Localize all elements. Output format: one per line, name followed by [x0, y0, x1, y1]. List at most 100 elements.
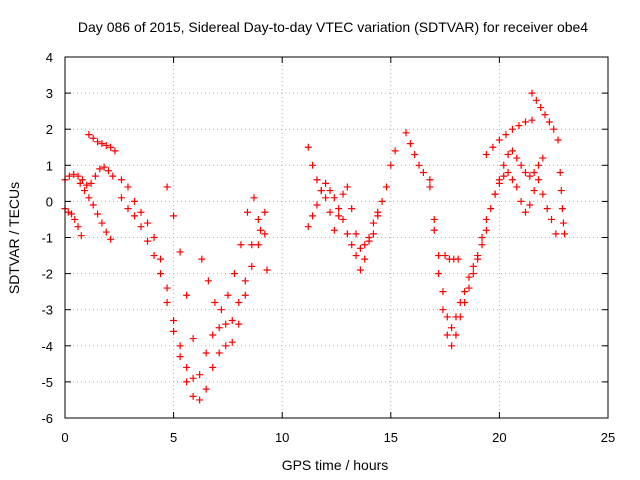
data-point — [163, 284, 171, 292]
data-point — [374, 212, 382, 220]
data-point — [250, 194, 258, 202]
data-point — [521, 169, 529, 177]
data-point — [224, 291, 232, 299]
data-point — [513, 154, 521, 162]
data-point — [521, 208, 529, 216]
data-point — [109, 172, 117, 180]
data-point — [261, 230, 269, 238]
data-point — [96, 165, 104, 173]
x-tick-label: 5 — [170, 430, 177, 445]
data-point — [254, 215, 262, 223]
data-point — [176, 248, 184, 256]
data-point — [74, 172, 82, 180]
data-point — [76, 179, 84, 187]
data-point — [209, 331, 217, 339]
data-point — [487, 205, 495, 213]
data-point — [335, 212, 343, 220]
data-point — [183, 291, 191, 299]
y-tick-label: -1 — [41, 231, 53, 246]
data-point — [107, 143, 115, 151]
data-point — [335, 205, 343, 213]
data-point — [382, 183, 390, 191]
data-point — [196, 396, 204, 404]
data-point — [196, 371, 204, 379]
data-point — [248, 262, 256, 270]
data-point — [198, 255, 206, 263]
data-point — [369, 219, 377, 227]
data-point — [77, 232, 85, 240]
data-point — [100, 163, 108, 171]
data-point — [482, 150, 490, 158]
data-point — [369, 230, 377, 238]
data-point — [448, 324, 456, 332]
data-point — [326, 187, 334, 195]
data-point — [454, 255, 462, 263]
data-point — [356, 244, 364, 252]
series-seg-a1 — [61, 163, 117, 189]
data-point — [550, 125, 558, 133]
data-point — [435, 270, 443, 278]
y-tick-label: 0 — [46, 194, 53, 209]
data-point — [215, 349, 223, 357]
data-point — [541, 111, 549, 119]
data-point — [352, 230, 360, 238]
y-tick-label: -6 — [41, 411, 53, 426]
data-point — [91, 172, 99, 180]
data-point — [309, 161, 317, 169]
series-seg-b1 — [117, 176, 269, 382]
data-point — [478, 234, 486, 241]
data-point — [248, 241, 256, 249]
y-tick-label: -5 — [41, 375, 53, 390]
series-seg-d4 — [441, 252, 462, 263]
plot-frame — [64, 56, 609, 419]
data-point — [94, 210, 102, 218]
data-point — [530, 187, 538, 195]
data-point — [557, 187, 565, 195]
data-point — [163, 298, 171, 306]
data-point — [64, 208, 72, 216]
data-point — [495, 179, 503, 187]
data-point — [322, 179, 330, 187]
data-point — [426, 183, 434, 191]
data-point — [235, 320, 243, 328]
data-point — [98, 140, 106, 148]
data-point — [322, 194, 330, 202]
data-point — [137, 208, 145, 216]
x-tick-label: 15 — [384, 430, 398, 445]
data-point — [415, 161, 423, 169]
data-point — [378, 197, 386, 205]
data-point — [202, 385, 210, 393]
data-point — [313, 201, 321, 209]
data-point — [534, 176, 542, 184]
data-point — [339, 190, 347, 198]
data-point — [528, 89, 536, 97]
data-point — [157, 255, 165, 263]
data-point — [157, 270, 165, 278]
data-point — [176, 342, 184, 350]
data-point — [508, 147, 516, 155]
data-point — [448, 342, 456, 350]
data-point — [508, 125, 516, 133]
data-point — [228, 317, 236, 325]
data-point — [304, 143, 312, 151]
data-point — [504, 150, 512, 158]
data-point — [356, 266, 364, 274]
data-point — [461, 298, 469, 306]
data-point — [124, 183, 132, 191]
data-point — [491, 190, 499, 198]
data-point — [439, 306, 447, 314]
data-point — [104, 167, 112, 175]
data-point — [163, 183, 171, 191]
data-point — [131, 212, 139, 220]
data-point — [189, 392, 197, 400]
y-tick-label: -2 — [41, 267, 53, 282]
y-tick-label: -4 — [41, 339, 53, 354]
data-point — [537, 104, 545, 112]
series-seg-a4 — [76, 179, 115, 243]
data-point — [430, 215, 438, 223]
data-point — [222, 342, 230, 350]
data-point — [504, 169, 512, 177]
data-point — [411, 150, 419, 158]
data-point — [361, 255, 369, 263]
